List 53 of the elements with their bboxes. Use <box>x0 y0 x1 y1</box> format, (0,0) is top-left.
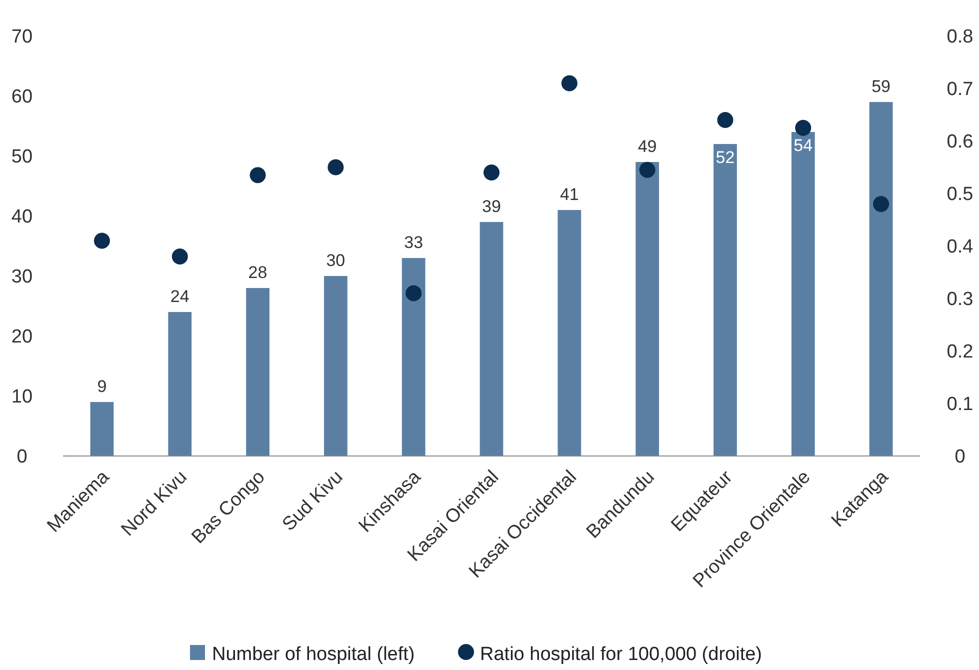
x-tick-label: Sud Kivu <box>278 466 348 536</box>
data-label: 28 <box>248 263 268 282</box>
point <box>717 112 734 128</box>
data-label: 52 <box>716 148 735 167</box>
y2-tick-label: 0.6 <box>946 132 974 153</box>
y-tick-label: 0 <box>16 446 28 468</box>
y-tick-label: 20 <box>11 326 33 348</box>
bar <box>168 312 192 456</box>
point <box>406 285 422 302</box>
point <box>328 159 344 176</box>
data-label: 41 <box>560 185 579 204</box>
point <box>250 167 266 184</box>
y-tick-label: 70 <box>11 26 33 48</box>
bar <box>246 288 270 456</box>
y2-tick-label: 0.4 <box>946 236 974 258</box>
bar <box>869 102 893 456</box>
point <box>873 196 890 212</box>
legend-label: Ratio hospital for 100,000 (droite) <box>480 644 762 665</box>
bar <box>480 222 504 456</box>
bar <box>324 276 348 456</box>
y2-tick-label: 0.8 <box>946 26 974 48</box>
y-tick-label: 60 <box>11 86 33 108</box>
y2-tick-label: 0.5 <box>946 184 974 206</box>
bar <box>90 402 114 456</box>
data-label: 49 <box>638 137 657 156</box>
y2-tick-label: 0.2 <box>946 342 974 363</box>
data-label: 9 <box>97 377 107 396</box>
bar <box>636 162 660 456</box>
bar <box>402 258 426 456</box>
legend-label: Number of hospital (left) <box>212 644 415 665</box>
data-label: 24 <box>170 287 190 306</box>
data-label: 33 <box>404 233 424 252</box>
bar <box>558 210 582 456</box>
y-tick-label: 30 <box>11 266 33 288</box>
data-label: 59 <box>872 77 891 96</box>
y2-tick-label: 0 <box>954 446 966 468</box>
point <box>561 75 578 92</box>
point <box>795 120 812 136</box>
y2-tick-label: 0.1 <box>946 394 974 416</box>
point <box>639 162 656 178</box>
y-tick-label: 50 <box>11 146 33 168</box>
bar <box>714 144 737 456</box>
data-label: 54 <box>794 136 813 155</box>
y-tick-label: 10 <box>11 386 33 408</box>
point <box>94 232 110 249</box>
point <box>172 248 188 264</box>
data-label: 39 <box>482 197 501 216</box>
y2-tick-label: 0.7 <box>946 79 974 100</box>
data-label: 30 <box>326 251 346 270</box>
bar <box>791 132 815 456</box>
y-tick-label: 40 <box>11 206 33 228</box>
y2-tick-label: 0.3 <box>946 289 974 310</box>
point <box>484 164 500 180</box>
